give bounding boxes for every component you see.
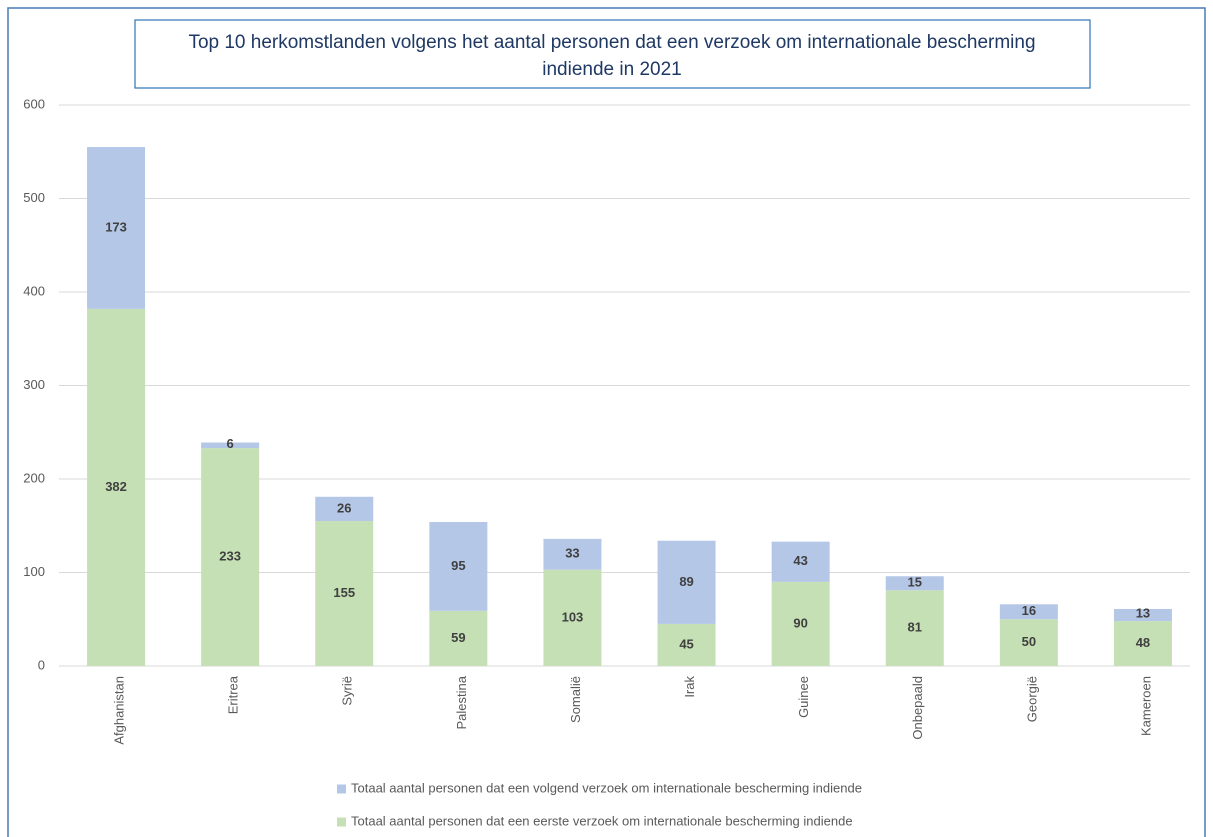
bar-segment xyxy=(201,442,260,449)
bar-segment xyxy=(1113,608,1172,622)
data-label: 15 xyxy=(908,575,922,590)
bar-segment xyxy=(999,619,1058,666)
chart-title: Top 10 herkomstlanden volgens het aantal… xyxy=(188,32,1035,53)
bar-segment xyxy=(201,448,260,666)
data-label: 43 xyxy=(793,553,807,568)
y-tick-label: 100 xyxy=(23,564,45,579)
legend-swatch xyxy=(337,784,346,794)
bar-segment xyxy=(771,541,830,582)
x-tick-label: Palestina xyxy=(454,675,469,729)
legend-label: Totaal aantal personen dat een eerste ve… xyxy=(351,813,853,828)
y-tick-label: 200 xyxy=(23,470,45,485)
data-label: 103 xyxy=(562,609,584,624)
y-tick-label: 0 xyxy=(38,657,45,672)
data-label: 26 xyxy=(337,500,351,515)
x-tick-label: Irak xyxy=(682,676,697,698)
data-label: 90 xyxy=(793,615,807,630)
x-tick-label: Somalië xyxy=(568,676,583,723)
y-tick-label: 300 xyxy=(23,377,45,392)
bar-segment xyxy=(315,496,374,522)
bar-segment xyxy=(315,521,374,666)
data-label: 59 xyxy=(451,630,465,645)
title-box xyxy=(134,19,1091,89)
bar-segment xyxy=(543,538,602,570)
data-label: 48 xyxy=(1136,635,1150,650)
legend-swatch xyxy=(337,817,346,827)
x-tick-label: Eritrea xyxy=(226,675,241,714)
data-label: 50 xyxy=(1022,634,1036,649)
y-tick-label: 400 xyxy=(23,283,45,298)
data-label: 16 xyxy=(1022,603,1036,618)
bar-segment xyxy=(543,569,602,666)
chart-border xyxy=(7,7,1206,837)
data-label: 233 xyxy=(219,549,241,564)
x-tick-label: Kameroen xyxy=(1138,676,1153,736)
bar-segment xyxy=(1113,621,1172,666)
data-label: 13 xyxy=(1136,605,1150,620)
data-label: 81 xyxy=(908,620,922,635)
x-tick-label: Georgië xyxy=(1024,676,1039,722)
data-label: 45 xyxy=(679,636,693,651)
x-tick-label: Onbepaald xyxy=(910,676,925,740)
x-tick-label: Afghanistan xyxy=(111,676,126,745)
data-label: 173 xyxy=(105,219,127,234)
legend-label: Totaal aantal personen dat een volgend v… xyxy=(351,780,862,795)
bar-segment xyxy=(885,576,944,591)
bar-segment xyxy=(771,581,830,666)
chart-title: indiende in 2021 xyxy=(542,59,681,80)
data-label: 95 xyxy=(451,558,465,573)
bar-segment xyxy=(657,623,716,666)
data-label: 155 xyxy=(333,585,355,600)
x-tick-label: Syrië xyxy=(340,676,355,706)
y-tick-label: 500 xyxy=(23,190,45,205)
bar-segment xyxy=(999,604,1058,620)
bar-segment xyxy=(429,522,488,611)
bar-segment xyxy=(429,610,488,666)
data-label: 89 xyxy=(679,574,693,589)
x-tick-label: Guinee xyxy=(796,676,811,718)
bar-segment xyxy=(87,147,146,309)
bar-segment xyxy=(885,590,944,666)
data-label: 6 xyxy=(227,436,234,451)
bar-segment xyxy=(87,308,146,666)
data-label: 33 xyxy=(565,546,579,561)
data-label: 382 xyxy=(105,479,127,494)
y-tick-label: 600 xyxy=(23,96,45,111)
bar-segment xyxy=(657,540,716,624)
